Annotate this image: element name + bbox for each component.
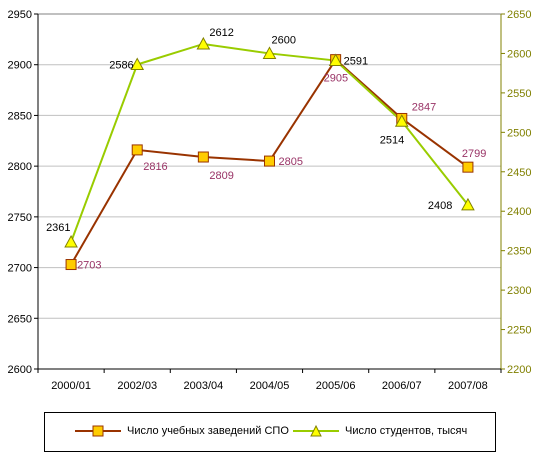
data-label-institutions: 2816 [143,161,167,173]
legend-label-students: Число студентов, тысяч [345,425,468,437]
data-point-students [130,57,145,70]
data-point-institutions [131,144,143,156]
series-lines [70,42,469,266]
data-point-students [196,36,211,50]
series-line-students [70,42,469,243]
x-tick-label: 2007/08 [448,380,488,392]
data-labels: 2703 2816 2809 2805 2905 2847 2799 2361 2586 2612… [46,27,486,272]
y-left-tick-label: 2850 [8,110,32,122]
plot-area-border [37,13,502,370]
y-left-tick-label: 2700 [8,263,32,275]
series-markers [64,36,475,271]
y-left-tick-label: 2900 [8,60,32,72]
x-tick-label: 2000/01 [51,380,91,392]
data-label-students: 2586 [109,59,133,71]
data-label-students: 2361 [46,222,70,234]
y-right-tick-label: 2550 [507,88,531,100]
legend-swatch-square-marker [75,425,121,437]
y-left-tick-label: 2950 [8,9,32,21]
data-label-students: 2612 [209,27,233,39]
x-tick-label: 2006/07 [382,380,422,392]
y-left-tick-label: 2750 [8,212,32,224]
legend-label-institutions: Число учебных заведений СПО [127,425,289,437]
y-right-tick-label: 2500 [507,127,531,139]
data-point-students [64,234,78,248]
data-label-students: 2408 [428,200,452,212]
y-right-tick-label: 2450 [507,167,531,179]
data-point-institutions [197,151,209,163]
y-right-tick-label: 2650 [507,9,531,21]
legend-swatch-triangle-marker [293,425,339,437]
data-label-students: 2600 [272,34,296,46]
data-point-institutions [462,161,474,173]
data-label-institutions: 2905 [324,73,348,85]
data-label-institutions: 2805 [279,156,303,168]
y-right-tick-label: 2400 [507,206,531,218]
legend-item-students: Число студентов, тысяч [293,425,467,437]
data-label-institutions: 2799 [462,148,486,160]
data-point-students [394,114,409,127]
x-tick-label: 2005/06 [316,380,356,392]
axes: 2600 2650 2700 2750 2800 2850 2900 2950 2200 2250… [8,9,532,392]
data-point-institutions [65,259,77,271]
data-label-students: 2514 [380,134,404,146]
data-point-students [262,46,277,59]
data-point-students [461,197,475,211]
legend-item-institutions: Число учебных заведений СПО [75,425,289,437]
y-right-tick-label: 2250 [507,325,531,337]
data-label-institutions: 2847 [412,101,436,113]
y-right-tick-label: 2350 [507,246,531,258]
data-point-students [328,53,343,67]
data-label-students: 2591 [344,56,368,68]
y-left-tick-label: 2800 [8,161,32,173]
y-left-tick-label: 2650 [8,313,32,325]
x-tick-label: 2003/04 [183,380,223,392]
legend: Число учебных заведений СПО Число студен… [44,412,496,452]
data-label-institutions: 2809 [209,170,233,182]
y-left-tick-label: 2600 [8,364,32,376]
gridlines [37,13,502,370]
y-right-tick-label: 2300 [507,285,531,297]
x-tick-label: 2002/03 [117,380,157,392]
x-tick-label: 2004/05 [250,380,290,392]
data-point-institutions [264,155,275,167]
y-right-tick-label: 2200 [507,364,531,376]
data-label-institutions: 2703 [77,260,101,272]
y-right-tick-label: 2600 [507,48,531,60]
